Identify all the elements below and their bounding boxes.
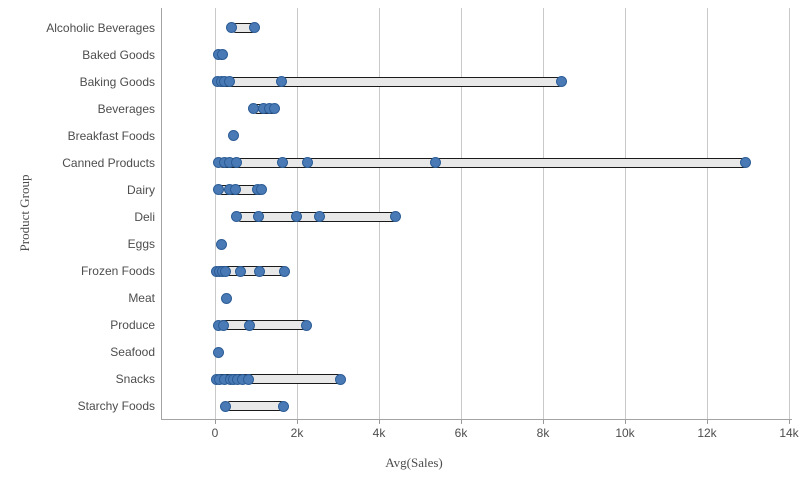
gridline bbox=[461, 8, 462, 419]
data-point[interactable] bbox=[314, 211, 326, 223]
x-tick-mark bbox=[297, 420, 298, 424]
range-bar bbox=[225, 401, 286, 412]
data-point[interactable] bbox=[278, 265, 290, 277]
range-bar bbox=[218, 320, 309, 331]
data-point[interactable] bbox=[275, 76, 287, 88]
data-point[interactable] bbox=[253, 265, 265, 277]
y-category-label: Frozen Foods bbox=[80, 264, 155, 279]
x-tick-label: 10k bbox=[615, 426, 635, 440]
data-point[interactable] bbox=[302, 157, 314, 169]
y-category-label: Baking Goods bbox=[79, 74, 155, 89]
y-category-label: Seafood bbox=[110, 345, 155, 360]
data-point[interactable] bbox=[334, 373, 346, 385]
y-category-label: Starchy Foods bbox=[77, 399, 155, 414]
y-category-label: Dairy bbox=[126, 182, 155, 197]
data-point[interactable] bbox=[212, 184, 224, 196]
x-tick-mark bbox=[625, 420, 626, 424]
y-category-label: Baked Goods bbox=[82, 47, 155, 62]
data-point[interactable] bbox=[389, 211, 401, 223]
data-point[interactable] bbox=[248, 22, 260, 33]
x-tick-mark bbox=[789, 420, 790, 424]
data-point[interactable] bbox=[217, 319, 229, 331]
y-category-label: Meat bbox=[128, 291, 155, 306]
data-point[interactable] bbox=[220, 292, 232, 304]
y-category-label: Alcoholic Beverages bbox=[46, 20, 155, 35]
y-category-label: Beverages bbox=[97, 101, 155, 116]
x-tick-label: 2k bbox=[290, 426, 304, 440]
data-point[interactable] bbox=[247, 103, 259, 115]
data-point[interactable] bbox=[276, 157, 288, 169]
x-tick-mark bbox=[543, 420, 544, 424]
y-category-label: Eggs bbox=[127, 237, 155, 252]
y-axis-line bbox=[161, 8, 162, 420]
data-point[interactable] bbox=[220, 265, 232, 277]
data-point[interactable] bbox=[252, 211, 264, 223]
data-point[interactable] bbox=[430, 157, 442, 169]
data-point[interactable] bbox=[290, 211, 302, 223]
x-tick-label: 8k bbox=[536, 426, 550, 440]
gridline bbox=[625, 8, 626, 419]
data-point[interactable] bbox=[268, 103, 280, 115]
data-point[interactable] bbox=[231, 211, 243, 223]
x-tick-label: 4k bbox=[372, 426, 386, 440]
y-category-label: Snacks bbox=[115, 372, 155, 387]
data-point[interactable] bbox=[256, 184, 268, 196]
data-point[interactable] bbox=[234, 265, 246, 277]
data-point[interactable] bbox=[243, 319, 255, 331]
x-tick-mark bbox=[461, 420, 462, 424]
x-tick-mark bbox=[707, 420, 708, 424]
x-tick-label: 12k bbox=[697, 426, 717, 440]
x-tick-label: 0 bbox=[211, 426, 219, 440]
x-tick-mark bbox=[379, 420, 380, 424]
y-category-label: Deli bbox=[134, 209, 155, 224]
range-bar bbox=[218, 157, 748, 168]
data-point[interactable] bbox=[227, 130, 239, 142]
data-point[interactable] bbox=[216, 238, 228, 250]
data-point[interactable] bbox=[230, 184, 241, 196]
data-point[interactable] bbox=[230, 157, 242, 169]
gridline bbox=[789, 8, 790, 419]
gridline bbox=[543, 8, 544, 419]
y-category-label: Produce bbox=[110, 318, 155, 333]
gridline bbox=[215, 8, 216, 419]
data-point[interactable] bbox=[220, 400, 232, 412]
data-point[interactable] bbox=[223, 76, 235, 88]
range-bar bbox=[217, 76, 564, 87]
data-point[interactable] bbox=[212, 346, 224, 358]
x-axis-line bbox=[161, 419, 792, 420]
x-tick-label: 6k bbox=[454, 426, 468, 440]
x-axis-title: Avg(Sales) bbox=[385, 455, 443, 470]
data-point[interactable] bbox=[216, 49, 228, 61]
data-point[interactable] bbox=[555, 76, 567, 88]
gridline bbox=[707, 8, 708, 419]
data-point[interactable] bbox=[226, 22, 238, 33]
data-point[interactable] bbox=[300, 319, 312, 331]
data-point[interactable] bbox=[740, 157, 752, 169]
data-point[interactable] bbox=[243, 373, 255, 385]
data-point[interactable] bbox=[277, 400, 289, 412]
y-category-label: Canned Products bbox=[62, 155, 155, 170]
x-tick-mark bbox=[215, 420, 216, 424]
y-category-label: Breakfast Foods bbox=[67, 128, 155, 143]
x-tick-label: 14k bbox=[779, 426, 799, 440]
